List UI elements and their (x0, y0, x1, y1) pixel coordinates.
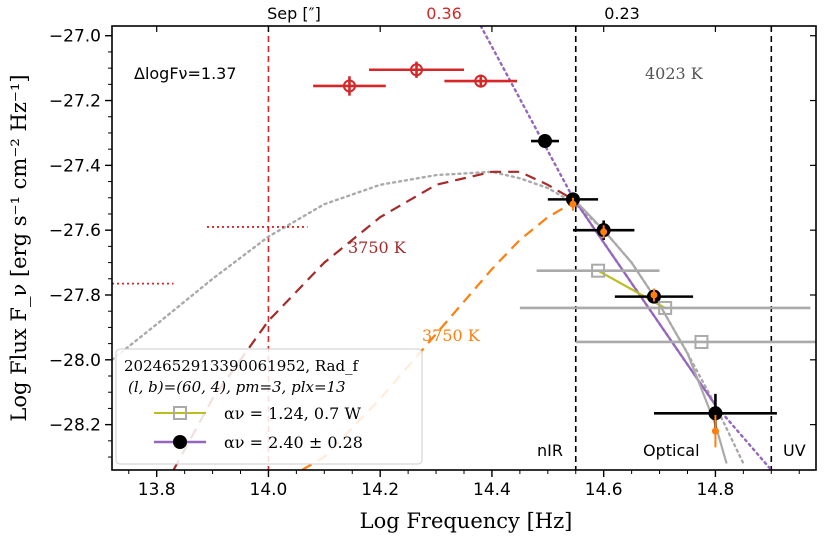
marker (538, 134, 553, 149)
marker (474, 74, 488, 88)
marker (708, 406, 723, 421)
legend-marker-square (173, 406, 187, 420)
top-label-sep: Sep [″] (267, 4, 321, 23)
band-label-nir: nIR (537, 441, 563, 460)
x-tick-label: 13.8 (138, 480, 176, 500)
marker (569, 200, 577, 208)
legend-marker-circle (173, 435, 187, 449)
y-tick-label: −27.2 (49, 92, 101, 112)
point-0-1 (369, 61, 464, 78)
point-3-0 (569, 197, 577, 211)
legend-label-purple: αν = 2.40 ± 0.28 (224, 433, 363, 452)
legend: 2024652913390061952, Rad_f (l, b)=(60, 4… (115, 348, 423, 465)
y-tick-label: −27.6 (49, 221, 101, 241)
point-3-1 (600, 225, 608, 239)
legend-title-line2: (l, b)=(60, 4), pm=3, plx=13 (128, 378, 346, 396)
point-3-3 (711, 414, 719, 448)
marker (658, 300, 673, 315)
top-label-036: 0.36 (426, 4, 462, 23)
curve-4 (112, 170, 745, 465)
legend-title-line1: 2024652913390061952, Rad_f (124, 357, 360, 375)
marker (342, 79, 356, 93)
x-tick-label: 14.8 (696, 480, 734, 500)
curve-9 (574, 200, 728, 464)
y-tick-label: −27.4 (49, 156, 101, 176)
x-tick-label: 14.0 (250, 480, 288, 500)
top-label-023: 0.23 (604, 4, 640, 23)
marker (591, 263, 606, 278)
point-2-0 (536, 263, 660, 278)
temp-label-top: 4023 K (645, 64, 704, 83)
point-3-2 (650, 288, 658, 302)
band-label-optical: Optical (643, 441, 700, 460)
point-2-2 (575, 334, 816, 349)
point-0-0 (313, 76, 386, 96)
curve-8 (479, 26, 773, 470)
x-tick-label: 14.2 (361, 480, 399, 500)
temp-label-red: 3750 K (348, 238, 407, 257)
band-label-uv: UV (783, 441, 806, 460)
x-axis-label: Log Frequency [Hz] (360, 509, 573, 533)
marker (600, 228, 608, 236)
y-tick-label: −28.0 (49, 351, 101, 371)
y-tick-label: −27.8 (49, 286, 101, 306)
legend-label-olive: αν = 1.24, 0.7 W (224, 404, 361, 423)
point-1-0 (531, 134, 559, 149)
x-tick-label: 14.6 (585, 480, 623, 500)
x-tick-label: 14.4 (473, 480, 511, 500)
marker (694, 334, 709, 349)
y-tick-label: −27.0 (49, 27, 101, 47)
y-tick-label: −28.2 (49, 416, 101, 436)
point-0-2 (444, 74, 518, 88)
marker (410, 63, 424, 77)
marker (711, 427, 719, 435)
legend-box (115, 348, 423, 465)
y-axis-label: Log Flux F_ν [erg s⁻¹ cm⁻² Hz⁻¹] (7, 74, 31, 421)
marker (650, 291, 658, 299)
temp-label-orange: 3750 K (422, 326, 481, 345)
point-2-1 (519, 300, 811, 315)
delta-flux-label: ΔlogFν=1.37 (134, 64, 237, 83)
